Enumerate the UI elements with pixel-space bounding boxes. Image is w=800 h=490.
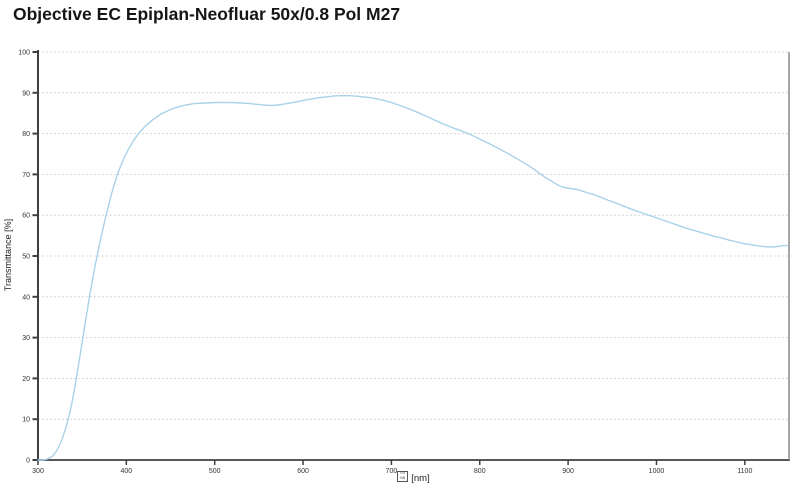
x-tick-label: 1100 [737, 468, 752, 475]
x-axis-unit: [nm] [411, 473, 430, 484]
x-tick-label: 700 [386, 468, 398, 475]
x-tick-label: 900 [562, 468, 574, 475]
y-tick-label: 20 [22, 376, 30, 383]
x-tick-label: 500 [209, 468, 221, 475]
y-tick-label: 0 [26, 458, 30, 465]
x-tick-label: 300 [32, 468, 44, 475]
y-tick-label: 70 [22, 172, 30, 179]
y-tick-label: 60 [22, 213, 30, 220]
missing-glyph-lambda-icon: 03 BB [397, 471, 409, 482]
y-tick-label: 80 [22, 131, 30, 138]
y-tick-label: 100 [18, 50, 30, 57]
x-tick-label: 600 [297, 468, 309, 475]
y-tick-label: 40 [22, 294, 30, 301]
y-tick-label: 50 [22, 254, 30, 261]
transmittance-curve [37, 94, 788, 461]
x-tick-label: 800 [474, 468, 486, 475]
x-axis-title: 03 BB [nm] [38, 471, 789, 484]
y-tick-label: 10 [22, 417, 30, 424]
chart-title: Objective EC Epiplan-Neofluar 50x/0.8 Po… [13, 4, 401, 24]
x-tick-label: 1000 [649, 468, 665, 475]
x-tick-label: 400 [121, 468, 133, 475]
y-tick-label: 30 [22, 335, 30, 342]
y-tick-label: 90 [22, 90, 30, 97]
